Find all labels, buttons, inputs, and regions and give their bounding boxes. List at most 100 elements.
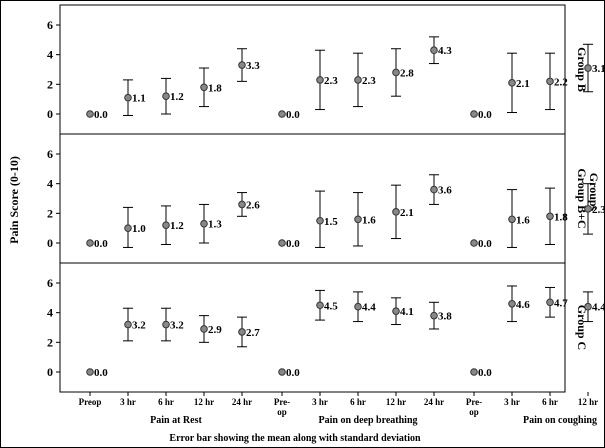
mean-point (430, 46, 438, 55)
mean-point (584, 64, 592, 72)
y-tick-label: 2 (47, 335, 53, 349)
data-label: 0.0 (478, 238, 492, 250)
mean-point (546, 298, 554, 307)
mean-point (124, 93, 132, 102)
category-group-label: Pain on deep breathing (319, 415, 418, 426)
data-label: 0.0 (478, 367, 492, 379)
y-tick-label: 4 (47, 306, 53, 320)
y-tick-label: 2 (47, 206, 53, 220)
x-tick-label: 24 hr (424, 397, 444, 407)
mean-point (86, 368, 94, 376)
mean-point (238, 200, 246, 209)
mean-point (162, 221, 170, 229)
mean-point (508, 299, 516, 308)
mean-point (584, 302, 592, 311)
data-label: 2.3 (592, 204, 605, 216)
y-tick-label: 4 (47, 177, 53, 191)
data-label: 3.2 (170, 320, 184, 332)
data-label: 1.2 (170, 91, 184, 103)
data-label: 3.6 (438, 185, 452, 197)
x-tick-label: 6 hr (542, 397, 558, 407)
data-label: 2.3 (362, 75, 376, 87)
data-label: 4.6 (516, 299, 530, 311)
mean-point (238, 61, 246, 69)
data-label: 2.6 (246, 199, 260, 211)
data-label: 4.7 (554, 297, 568, 309)
mean-point (162, 320, 170, 329)
data-label: 1.1 (132, 93, 146, 105)
data-label: 4.1 (400, 306, 414, 318)
data-label: 3.1 (592, 63, 605, 75)
y-tick-label: 6 (47, 147, 53, 161)
mean-point (430, 185, 438, 194)
x-tick-label: 12 hr (386, 397, 406, 407)
y-tick-label: 0 (47, 365, 53, 379)
x-tick-label: 12 hr (578, 397, 598, 407)
mean-point (124, 224, 132, 232)
data-label: 1.0 (132, 223, 146, 235)
mean-point (162, 92, 170, 100)
mean-point (354, 76, 362, 84)
data-label: 3.3 (246, 60, 260, 72)
data-label: 1.8 (208, 82, 222, 94)
mean-point (200, 83, 208, 92)
x-tick-label: 12 hr (194, 397, 214, 407)
plot-layer: Group B 0 2 4 6 0.0 1.1 1.2 1.8 3.3 0.0 2.3 2.3 2.8 4.… (47, 4, 605, 426)
mean-point (430, 311, 438, 320)
x-tick-label: 3 hr (120, 397, 136, 407)
data-label: 2.9 (208, 324, 222, 336)
mean-point (546, 212, 554, 221)
y-tick-label: 2 (47, 77, 53, 91)
x-tick-label-cont: op (277, 407, 287, 417)
mean-point (470, 110, 478, 118)
mean-point (238, 328, 246, 336)
x-tick-label: 6 hr (158, 397, 174, 407)
data-label: 3.2 (132, 320, 146, 332)
data-label: 2.1 (516, 78, 530, 90)
mean-point (86, 110, 94, 118)
data-label: 4.3 (438, 45, 452, 57)
y-tick-label: 4 (47, 48, 53, 62)
mean-point (392, 307, 400, 315)
mean-point (200, 325, 208, 333)
data-label: 4.4 (362, 302, 376, 314)
panel-label: Group C (575, 305, 589, 350)
data-label: 1.2 (170, 220, 184, 232)
x-tick-label: 3 hr (312, 397, 328, 407)
data-label: 0.0 (94, 109, 108, 121)
data-label: 0.0 (286, 109, 300, 121)
y-tick-label: 6 (47, 276, 53, 290)
data-label: 1.6 (516, 214, 530, 226)
data-label: 0.0 (286, 238, 300, 250)
x-tick-label-cont: op (469, 407, 479, 417)
mean-point (392, 208, 400, 216)
legend-title: Groups (587, 173, 601, 212)
data-label: 4.5 (324, 300, 338, 312)
mean-point (86, 239, 94, 247)
x-tick-label: Preop (79, 397, 102, 407)
y-tick-label: 0 (47, 107, 53, 121)
y-tick-label: 0 (47, 236, 53, 250)
y-axis-title: Pain Score (0-10) (7, 156, 21, 244)
mean-point (124, 320, 132, 329)
mean-point (470, 368, 478, 376)
data-label: 0.0 (478, 109, 492, 121)
mean-point (508, 79, 516, 87)
mean-point (278, 368, 286, 376)
panel-label: Group B (575, 47, 589, 92)
mean-point (316, 301, 324, 310)
data-label: 2.7 (246, 327, 260, 339)
data-label: 1.8 (554, 211, 568, 223)
data-label: 2.8 (400, 67, 414, 79)
y-tick-label: 6 (47, 18, 53, 32)
x-tick-label: 24 hr (232, 397, 252, 407)
data-label: 2.1 (400, 207, 414, 219)
data-label: 0.0 (94, 367, 108, 379)
mean-point (584, 205, 592, 213)
x-tick-label: 6 hr (350, 397, 366, 407)
chart-caption: Error bar showing the mean along with st… (169, 433, 421, 444)
mean-point (200, 219, 208, 228)
data-label: 3.8 (438, 311, 452, 323)
mean-point (508, 215, 516, 224)
